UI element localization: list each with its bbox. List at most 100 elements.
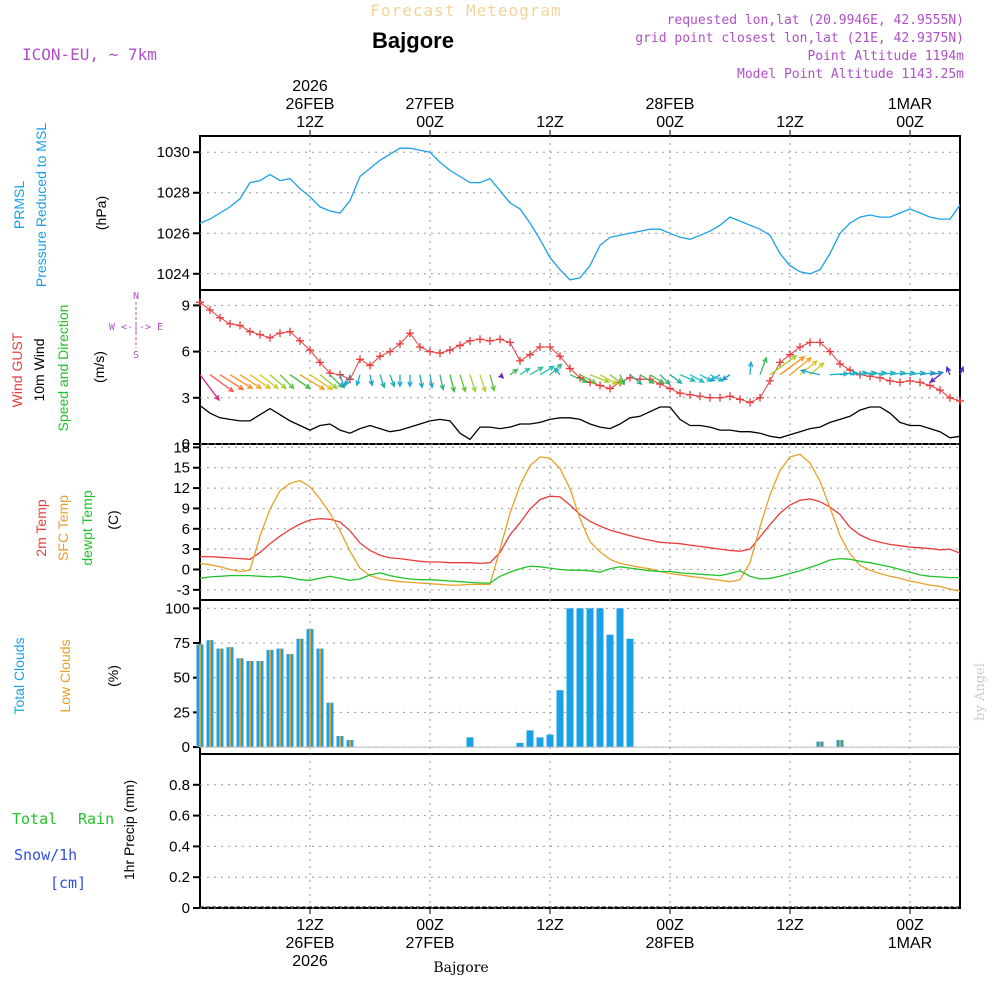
wind-direction-arrow — [299, 374, 326, 391]
pressure-y-tick-label: 1024 — [157, 266, 190, 283]
model-label: ICON-EU, ~ 7km — [22, 45, 157, 64]
wind-direction-arrow — [397, 374, 403, 388]
wind-direction-arrow — [479, 374, 487, 393]
wind-gust-marker — [446, 346, 454, 355]
wind-gust-marker — [916, 378, 924, 387]
wind-gust-marker — [746, 398, 754, 407]
time-tick-label-bottom: 00Z — [656, 917, 684, 934]
wind-gust-marker — [486, 336, 494, 345]
wind-direction-arrow — [945, 365, 952, 375]
temp-label-sfc: SFC Temp — [55, 495, 71, 561]
wind-gust-marker — [896, 378, 904, 387]
cloud-total-bar — [556, 690, 564, 748]
clouds-y-tick-label: 50 — [173, 670, 190, 687]
y-axes-layer: 10241026102810300369-3036912151802550751… — [157, 144, 200, 917]
wind-direction-arrow — [679, 374, 697, 382]
wind-label-gust: Wind GUST — [9, 332, 25, 407]
wind-gust-marker — [206, 306, 214, 315]
precip-y-tick-label: 0.2 — [169, 869, 190, 886]
wind-gust-marker — [316, 358, 324, 367]
clouds-y-tick-label: 0 — [182, 739, 190, 756]
wind-gust-marker — [956, 396, 964, 405]
wind-gust-marker — [786, 350, 794, 359]
wind-direction-arrow — [407, 374, 413, 388]
wind-direction-arrow — [498, 372, 505, 379]
wind-direction-arrow — [199, 374, 220, 402]
time-tick-label-bottom: 26FEB — [286, 935, 335, 952]
temperature-y-tick-label: 18 — [173, 439, 190, 456]
cloud-total-bar — [526, 730, 534, 747]
temperature-y-tick-label: 12 — [173, 480, 190, 497]
wind-gust-marker — [756, 393, 764, 402]
precip-label-cm: [cm] — [50, 874, 86, 892]
wind-direction-arrow — [789, 356, 813, 376]
time-axis-layer: 202626FEB12Z12Z26FEB202627FEB00Z00Z27FEB… — [286, 78, 933, 970]
info-line-3: Point Altitude 1194m — [807, 49, 964, 64]
temperature-y-tick-label: 3 — [182, 541, 190, 558]
compass-north: N — [133, 291, 139, 302]
wind-direction-arrow — [344, 374, 351, 387]
wind-direction-arrow — [519, 367, 531, 376]
cloud-low-bar — [839, 740, 841, 747]
wind-gust-marker — [256, 330, 264, 339]
wind-gust-marker — [566, 364, 574, 373]
wind-gust-marker — [606, 384, 614, 393]
cloud-total-bar — [576, 608, 584, 747]
wind-gust-marker — [536, 342, 544, 351]
cloud-low-bar — [209, 640, 211, 747]
temperature-y-tick-label: -3 — [177, 582, 190, 599]
wind-gust-marker — [836, 359, 844, 368]
info-line-2: grid point closest lon,lat (21E, 42.9375… — [635, 31, 964, 46]
time-tick-label-top: 12Z — [296, 114, 324, 131]
precip-label-total: Total — [12, 810, 57, 828]
cloud-low-bar — [349, 740, 351, 747]
wind-direction-arrow — [553, 367, 561, 376]
wind-direction-arrow — [389, 374, 396, 388]
wind-direction-arrow — [639, 374, 655, 384]
wind-gust-marker — [936, 386, 944, 395]
time-tick-label-top: 28FEB — [646, 96, 695, 113]
wind-gust-line — [199, 301, 961, 403]
cloud-low-bar — [259, 661, 261, 747]
wind-gust-marker — [276, 329, 284, 338]
wind-gust-marker — [816, 338, 824, 347]
wind-direction-arrow — [418, 374, 425, 389]
time-tick-label-bottom: 28FEB — [646, 935, 695, 952]
pressure-y-tick-label: 1030 — [157, 144, 190, 161]
wind-gust-marker — [726, 392, 734, 401]
wind-gust-marker — [696, 392, 704, 401]
wind-gust-marker — [366, 361, 374, 370]
wind-direction-arrow — [449, 374, 456, 393]
wind-gust-marker — [296, 336, 304, 345]
time-tick-label-bottom: 2026 — [292, 953, 328, 970]
wind-direction-arrow — [469, 374, 477, 393]
cloud-total-bar — [546, 734, 554, 748]
chart-title: Forecast Meteogram — [370, 1, 561, 20]
wind-direction-arrow — [759, 356, 768, 375]
wind-gust-marker — [266, 333, 274, 342]
clouds-label-total: Total Clouds — [11, 637, 27, 714]
time-tick-label-top: 00Z — [656, 114, 684, 131]
wind-direction-arrow — [929, 374, 941, 384]
cloud-low-bar — [819, 741, 821, 747]
pressure-label-prmsl: PRMSL — [11, 181, 27, 229]
wind-speed-line — [199, 404, 961, 441]
time-tick-label-bottom: 27FEB — [406, 935, 455, 952]
wind-gust-marker — [356, 355, 364, 364]
temp-label-dewpt: dewpt Temp — [79, 490, 95, 565]
credit-label: by Angel — [973, 663, 988, 721]
wind-direction-arrow — [509, 368, 519, 376]
wind-gust-marker — [876, 373, 884, 382]
wind-direction-arrow — [649, 374, 665, 384]
cloud-total-bar — [616, 608, 624, 747]
wind-gust-marker — [456, 341, 464, 350]
wind-gust-marker — [706, 393, 714, 402]
wind-direction-arrow — [958, 365, 965, 375]
wind-direction-arrow — [489, 374, 496, 392]
wind-gust-marker — [516, 356, 524, 365]
info-line-1: requested lon,lat (20.9946E, 42.9555N) — [667, 13, 964, 28]
wind-gust-marker — [766, 376, 774, 385]
wind-y-tick-label: 0 — [182, 436, 190, 453]
wind-gust-marker — [716, 393, 724, 402]
wind-direction-arrow — [589, 374, 611, 384]
